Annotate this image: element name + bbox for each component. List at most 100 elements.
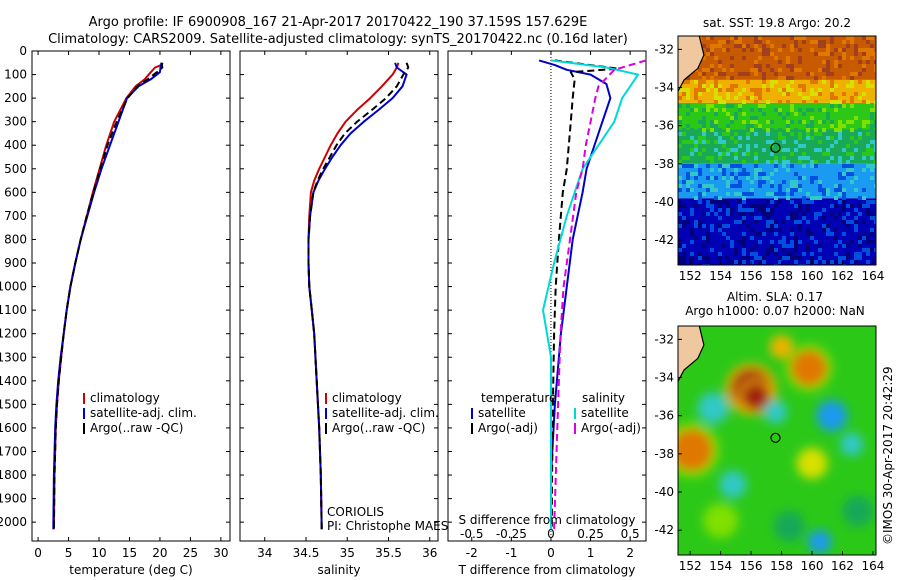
sst-pixel <box>698 168 702 172</box>
sst-pixel <box>694 140 698 144</box>
sst-pixel <box>758 88 762 92</box>
sst-pixel <box>758 48 762 52</box>
sst-pixel <box>754 40 758 44</box>
sst-pixel <box>818 244 822 248</box>
sst-pixel <box>762 232 766 236</box>
sst-pixel <box>726 76 730 80</box>
sst-pixel <box>738 172 742 176</box>
sst-pixel <box>686 92 690 96</box>
sst-pixel <box>822 52 826 56</box>
sst-pixel <box>794 184 798 188</box>
sst-pixel <box>794 180 798 184</box>
sst-pixel <box>842 192 846 196</box>
sst-pixel <box>806 128 810 132</box>
sst-pixel <box>858 128 862 132</box>
sst-pixel <box>870 164 874 168</box>
sst-pixel <box>746 148 750 152</box>
sst-pixel <box>774 164 778 168</box>
sst-pixel <box>754 128 758 132</box>
sst-pixel <box>818 140 822 144</box>
sst-pixel <box>794 36 798 40</box>
sst-map-panel: sat. SST: 19.8 Argo: 20.2 152 154 156 158 160… <box>654 16 884 283</box>
sst-pixel <box>830 40 834 44</box>
sst-pixel <box>838 136 842 140</box>
sst-pixel <box>790 48 794 52</box>
sst-pixel <box>802 120 806 124</box>
sst-pixel <box>790 152 794 156</box>
sst-pixel <box>798 120 802 124</box>
series-group <box>307 62 410 530</box>
sst-pixel <box>778 128 782 132</box>
sst-pixel <box>838 172 842 176</box>
sst-pixel <box>770 68 774 72</box>
sst-pixel <box>830 52 834 56</box>
sst-pixel <box>806 200 810 204</box>
sst-pixel <box>822 80 826 84</box>
sst-pixel <box>710 224 714 228</box>
sst-pixel <box>734 156 738 160</box>
sst-pixel <box>838 64 842 68</box>
sst-pixel <box>766 216 770 220</box>
sst-pixel <box>822 216 826 220</box>
sst-pixel <box>790 228 794 232</box>
sst-pixel <box>706 68 710 72</box>
sst-pixel <box>866 148 870 152</box>
sst-pixel <box>810 40 814 44</box>
sst-pixel <box>770 208 774 212</box>
sst-pixel <box>850 128 854 132</box>
sst-pixel <box>842 196 846 200</box>
sst-pixel <box>838 160 842 164</box>
sst-pixel <box>858 204 862 208</box>
sst-pixel <box>702 116 706 120</box>
sst-pixel <box>802 216 806 220</box>
sst-pixel <box>754 64 758 68</box>
sst-pixel <box>850 80 854 84</box>
sst-pixel <box>818 88 822 92</box>
sst-pixel <box>706 176 710 180</box>
sst-pixel <box>754 68 758 72</box>
sst-pixel <box>794 236 798 240</box>
coastline <box>678 36 705 92</box>
sst-pixel <box>698 92 702 96</box>
sst-pixel <box>746 172 750 176</box>
sst-pixel <box>710 128 714 132</box>
sst-pixel <box>706 156 710 160</box>
sst-pixel <box>774 56 778 60</box>
series-line-salinity-satellite <box>542 59 640 530</box>
sst-pixel <box>786 100 790 104</box>
sst-pixel <box>854 176 858 180</box>
sst-pixel <box>774 204 778 208</box>
sst-pixel <box>822 152 826 156</box>
sst-pixel <box>830 104 834 108</box>
sst-pixel <box>834 244 838 248</box>
sst-pixel <box>758 256 762 260</box>
sst-pixel <box>722 40 726 44</box>
sst-pixel <box>710 68 714 72</box>
sst-pixel <box>678 88 682 92</box>
depth-tick-label: 500 <box>4 162 27 176</box>
sst-pixel <box>678 204 682 208</box>
sst-pixel <box>774 80 778 84</box>
sst-pixel <box>718 200 722 204</box>
sla-blob <box>777 514 802 539</box>
depth-tick-label: 100 <box>4 68 27 82</box>
sst-pixel <box>682 204 686 208</box>
sst-pixel <box>838 48 842 52</box>
sst-pixel <box>698 100 702 104</box>
sst-pixel <box>730 88 734 92</box>
sst-pixel <box>870 228 874 232</box>
sst-pixel <box>814 40 818 44</box>
sst-pixel <box>706 104 710 108</box>
sst-pixel <box>702 148 706 152</box>
sst-pixel <box>782 220 786 224</box>
sst-pixel <box>870 240 874 244</box>
sst-pixel <box>790 188 794 192</box>
sst-pixel <box>850 164 854 168</box>
sst-pixel <box>770 84 774 88</box>
sst-pixel <box>786 256 790 260</box>
sst-pixel <box>702 80 706 84</box>
sst-pixel <box>730 176 734 180</box>
sst-pixel <box>758 40 762 44</box>
sst-pixel <box>750 252 754 256</box>
sst-pixel <box>742 112 746 116</box>
